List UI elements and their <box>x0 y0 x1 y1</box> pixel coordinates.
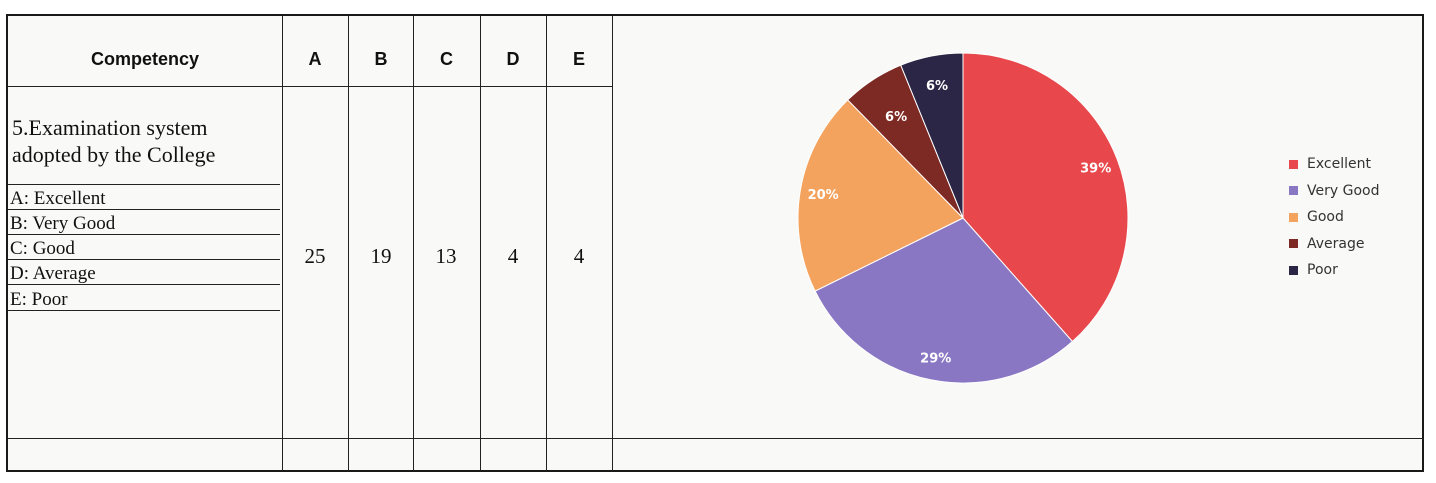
competency-title: 5.Examination system adopted by the Coll… <box>12 115 216 167</box>
header-b: B <box>374 48 388 69</box>
value-d: 4 <box>507 244 519 268</box>
option-row: D: Average <box>8 259 280 284</box>
option-row: B: Very Good <box>8 209 280 234</box>
pie-label-good: 20% <box>808 188 839 203</box>
option-poor: E: Poor <box>10 289 68 310</box>
option-average: D: Average <box>10 263 96 284</box>
pie-slice-good <box>797 99 964 292</box>
legend-item-good: Good <box>1289 204 1379 231</box>
grid-line <box>612 16 613 470</box>
value-c: 13 <box>435 244 457 268</box>
grid-line <box>546 16 547 470</box>
grid-line <box>8 438 1424 439</box>
option-row: E: Poor <box>8 284 280 311</box>
grid-line <box>282 16 283 470</box>
legend-swatch <box>1289 186 1298 196</box>
legend-label: Excellent <box>1307 156 1371 173</box>
legend-swatch <box>1289 239 1298 249</box>
legend-item-very-good: Very Good <box>1289 178 1379 205</box>
option-good: C: Good <box>10 238 75 259</box>
survey-sheet: Competency A B C D E 5.Examination syste… <box>6 14 1424 472</box>
legend-item-average: Average <box>1289 231 1379 258</box>
header-a: A <box>308 48 322 69</box>
legend-swatch <box>1289 265 1298 275</box>
pie-slice-very-good <box>814 217 1074 384</box>
option-very-good: B: Very Good <box>10 213 116 234</box>
header-d: D <box>506 48 520 69</box>
pie-slice-excellent <box>962 52 1129 343</box>
legend-label: Good <box>1307 209 1344 226</box>
chart-legend: Excellent Very Good Good Average Poor <box>1289 151 1379 284</box>
grid-line <box>8 86 612 87</box>
value-b: 19 <box>370 244 392 268</box>
grid-line <box>480 16 481 470</box>
pie-label-excellent: 39% <box>1080 162 1111 177</box>
header-c: C <box>440 48 453 69</box>
grid-line <box>413 16 414 470</box>
pie-label-average: 6% <box>885 110 907 125</box>
legend-item-excellent: Excellent <box>1289 151 1379 178</box>
grid-line <box>348 16 349 470</box>
legend-item-poor: Poor <box>1289 257 1379 284</box>
value-a: 25 <box>304 244 326 268</box>
pie-chart: 39% 29% 20% 6% 6% <box>797 52 1129 384</box>
option-row: A: Excellent <box>8 184 280 209</box>
legend-label: Poor <box>1307 262 1338 279</box>
option-row: C: Good <box>8 234 280 259</box>
pie-slice-poor <box>900 52 964 219</box>
value-e: 4 <box>573 244 585 268</box>
pie-chart-area: 39% 29% 20% 6% 6% Excellent Very Good Good Aver… <box>613 16 1424 421</box>
pie-label-very-good: 29% <box>920 351 951 366</box>
pie-label-poor: 6% <box>926 79 948 94</box>
legend-swatch <box>1289 212 1298 222</box>
legend-label: Average <box>1307 235 1365 252</box>
legend-swatch <box>1289 159 1298 169</box>
legend-label: Very Good <box>1307 182 1380 199</box>
option-excellent: A: Excellent <box>10 188 106 209</box>
header-e: E <box>572 48 585 69</box>
header-competency: Competency <box>90 48 200 69</box>
